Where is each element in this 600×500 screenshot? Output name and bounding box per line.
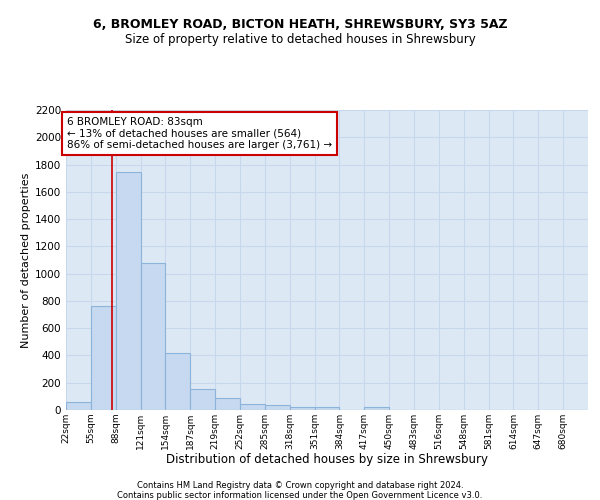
Text: 6, BROMLEY ROAD, BICTON HEATH, SHREWSBURY, SY3 5AZ: 6, BROMLEY ROAD, BICTON HEATH, SHREWSBUR… — [92, 18, 508, 30]
Bar — [290, 406, 314, 410]
Text: Contains HM Land Registry data © Crown copyright and database right 2024.: Contains HM Land Registry data © Crown c… — [137, 481, 463, 490]
Bar — [190, 389, 215, 410]
Bar — [265, 405, 290, 410]
Y-axis label: Number of detached properties: Number of detached properties — [21, 172, 31, 348]
Text: Distribution of detached houses by size in Shrewsbury: Distribution of detached houses by size … — [166, 452, 488, 466]
Bar — [140, 264, 166, 410]
Bar — [116, 172, 140, 410]
Bar — [166, 354, 190, 410]
Text: Size of property relative to detached houses in Shrewsbury: Size of property relative to detached ho… — [125, 32, 475, 46]
Bar — [91, 306, 116, 410]
Bar — [364, 408, 389, 410]
Text: 6 BROMLEY ROAD: 83sqm
← 13% of detached houses are smaller (564)
86% of semi-det: 6 BROMLEY ROAD: 83sqm ← 13% of detached … — [67, 117, 332, 150]
Bar — [240, 404, 265, 410]
Text: Contains public sector information licensed under the Open Government Licence v3: Contains public sector information licen… — [118, 491, 482, 500]
Bar — [314, 406, 340, 410]
Bar — [66, 402, 91, 410]
Bar — [215, 398, 240, 410]
